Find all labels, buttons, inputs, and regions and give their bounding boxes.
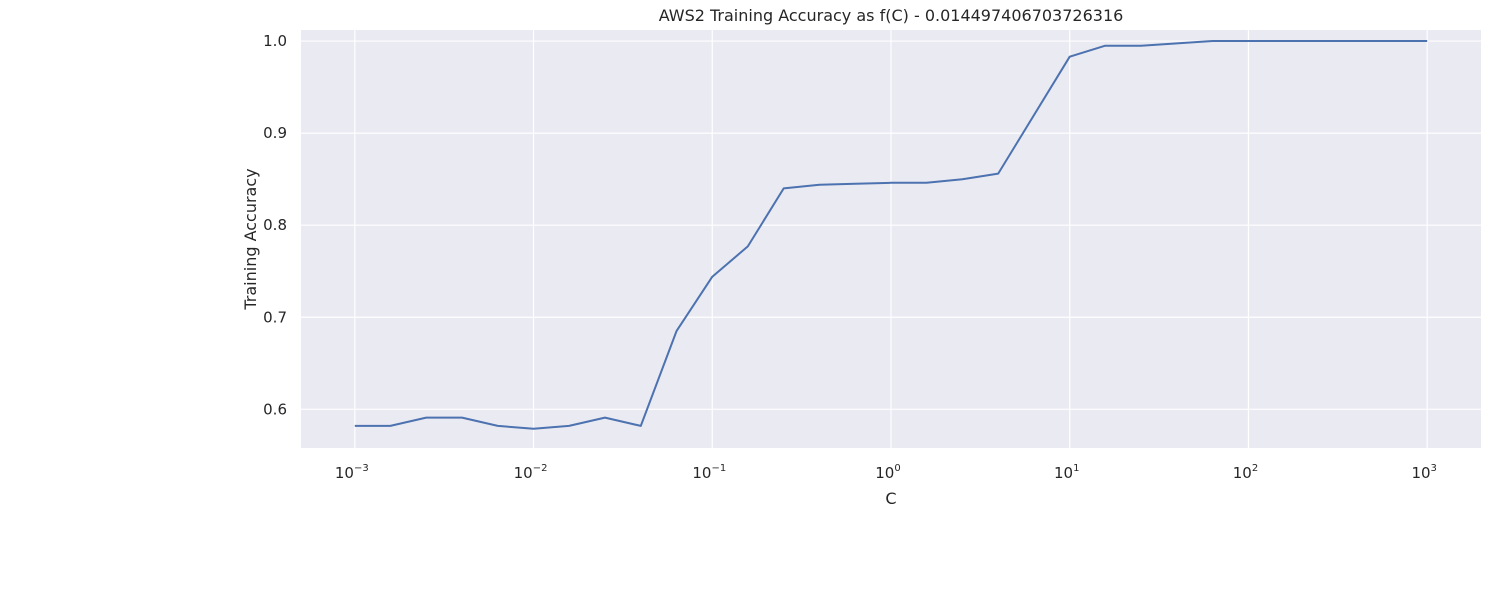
x-tick-label: 10−3 bbox=[335, 463, 369, 482]
x-tick-base: 10 bbox=[1054, 464, 1073, 482]
x-tick-label: 103 bbox=[1411, 463, 1436, 482]
x-tick-base: 10 bbox=[692, 464, 711, 482]
x-tick-exponent: 0 bbox=[894, 463, 900, 474]
series-line bbox=[354, 40, 1428, 430]
x-tick-base: 10 bbox=[875, 464, 894, 482]
x-tick-label: 102 bbox=[1233, 463, 1258, 482]
x-axis-label: C bbox=[885, 489, 896, 508]
x-tick-label: 10−2 bbox=[514, 463, 548, 482]
x-tick-base: 10 bbox=[1411, 464, 1430, 482]
x-tick-exponent: 1 bbox=[1073, 463, 1079, 474]
chart-title: AWS2 Training Accuracy as f(C) - 0.01449… bbox=[659, 6, 1124, 25]
y-tick-label: 0.6 bbox=[263, 400, 287, 418]
x-tick-exponent: 2 bbox=[1252, 463, 1258, 474]
x-tick-exponent: −3 bbox=[354, 463, 369, 474]
x-tick-base: 10 bbox=[514, 464, 533, 482]
x-tick-base: 10 bbox=[335, 464, 354, 482]
x-tick-label: 101 bbox=[1054, 463, 1079, 482]
x-tick-exponent: −1 bbox=[711, 463, 726, 474]
x-tick-label: 100 bbox=[875, 463, 900, 482]
x-tick-exponent: 3 bbox=[1431, 463, 1437, 474]
y-tick-label: 0.7 bbox=[263, 308, 287, 326]
x-tick-exponent: −2 bbox=[533, 463, 548, 474]
y-tick-label: 0.8 bbox=[263, 216, 287, 234]
series-layer bbox=[354, 40, 1428, 430]
y-tick-label: 0.9 bbox=[263, 124, 287, 142]
y-tick-label: 1.0 bbox=[263, 32, 287, 50]
x-tick-base: 10 bbox=[1233, 464, 1252, 482]
x-tick-label: 10−1 bbox=[692, 463, 726, 482]
y-axis-label: Training Accuracy bbox=[241, 168, 260, 310]
